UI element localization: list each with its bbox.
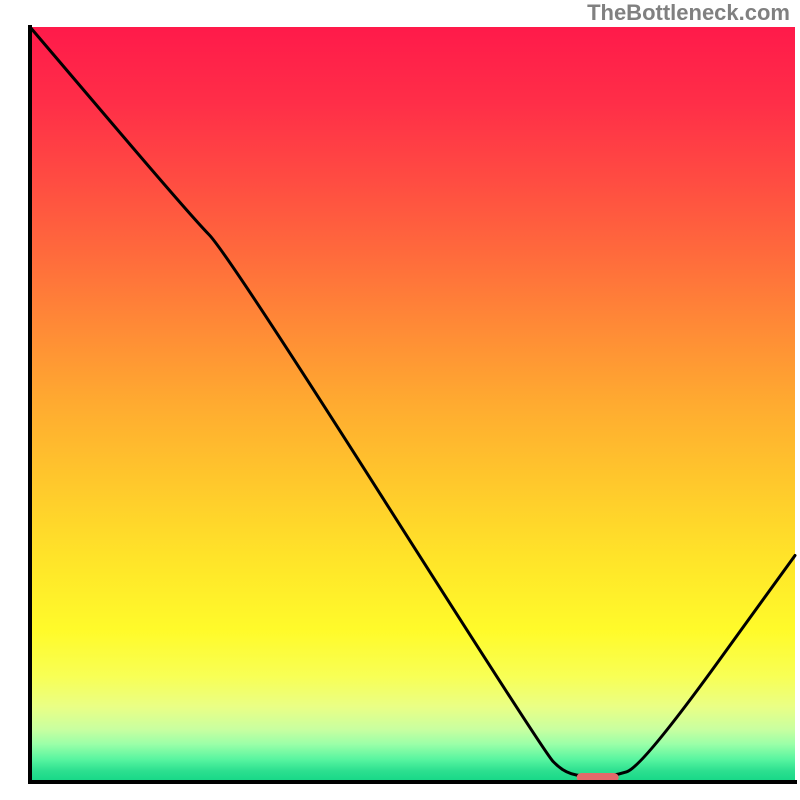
watermark-text: TheBottleneck.com bbox=[587, 0, 790, 26]
chart-svg bbox=[0, 0, 800, 800]
bottleneck-chart: TheBottleneck.com bbox=[0, 0, 800, 800]
plot-background bbox=[30, 27, 795, 782]
